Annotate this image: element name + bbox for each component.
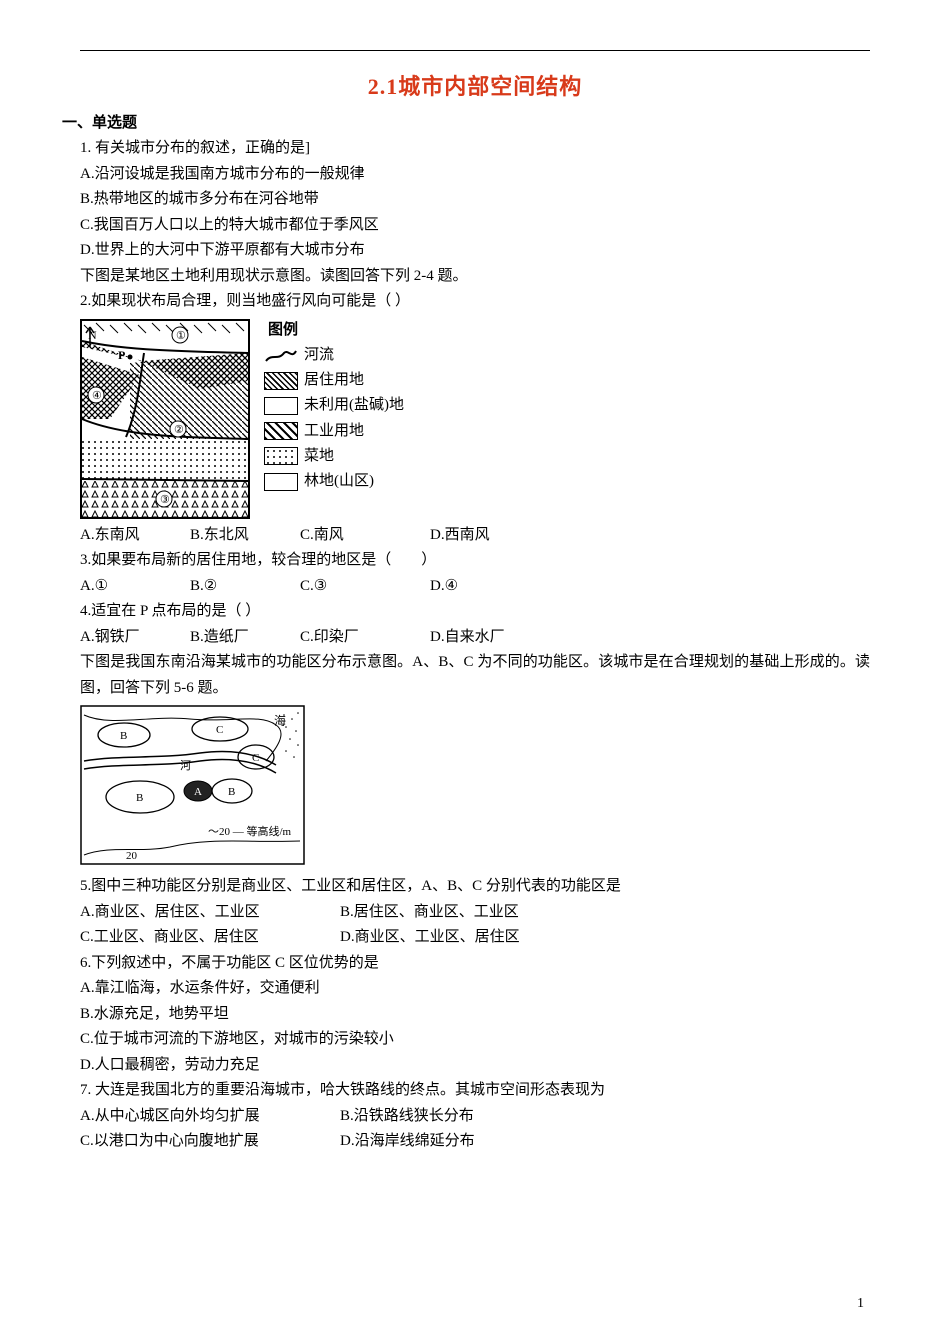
q4-option-d: D.自来水厂	[430, 625, 540, 651]
q2-option-c: C.南风	[300, 523, 430, 549]
vegetable-swatch	[264, 447, 298, 465]
q5-option-a: A.商业区、居住区、工业区	[80, 900, 340, 926]
svg-text:B: B	[136, 792, 143, 804]
intro-q2-4: 下图是某地区土地利用现状示意图。读图回答下列 2-4 题。	[80, 264, 870, 290]
figure-1-map: N ① ② ③ ④ P	[80, 319, 250, 519]
q1-option-a: A.沿河设城是我国南方城市分布的一般规律	[80, 162, 870, 188]
q2-option-d: D.西南风	[430, 523, 540, 549]
q7-options-row1: A.从中心城区向外均匀扩展 B.沿铁路线狭长分布	[80, 1104, 870, 1130]
legend-label-residential: 居住用地	[304, 369, 364, 392]
svg-text:海: 海	[274, 713, 286, 728]
q3-option-a: A.①	[80, 574, 190, 600]
top-rule	[80, 50, 870, 51]
legend-label-river: 河流	[304, 344, 334, 367]
q7-option-a: A.从中心城区向外均匀扩展	[80, 1104, 340, 1130]
svg-text:河: 河	[180, 759, 191, 772]
q3-option-c: C.③	[300, 574, 430, 600]
unused-swatch	[264, 397, 298, 415]
q4-option-c: C.印染厂	[300, 625, 430, 651]
q3-options: A.① B.② C.③ D.④	[80, 574, 870, 600]
legend-label-vegetable: 菜地	[304, 445, 334, 468]
svg-text:P: P	[118, 348, 125, 362]
svg-text:C: C	[252, 752, 259, 764]
document-title: 2.1城市内部空间结构	[80, 69, 870, 101]
forest-swatch	[264, 473, 298, 491]
q6-option-c: C.位于城市河流的下游地区，对城市的污染较小	[80, 1027, 870, 1053]
q7-options-row2: C.以港口为中心向腹地扩展 D.沿海岸线绵延分布	[80, 1129, 870, 1155]
q7-option-d: D.沿海岸线绵延分布	[340, 1129, 600, 1155]
q6-option-a: A.靠江临海，水运条件好，交通便利	[80, 976, 870, 1002]
q5-option-c: C.工业区、商业区、居住区	[80, 925, 340, 951]
q2-option-a: A.东南风	[80, 523, 190, 549]
q2-option-b: B.东北风	[190, 523, 300, 549]
figure-2: 海 河 B C C B A B ～20 — 等高线/m 20	[80, 705, 870, 870]
q5-options-row2: C.工业区、商业区、居住区 D.商业区、工业区、居住区	[80, 925, 870, 951]
q7-option-b: B.沿铁路线狭长分布	[340, 1104, 600, 1130]
river-icon	[264, 345, 298, 365]
figure-1-legend: 图例 河流 居住用地 未利用(盐碱)地 工业用地 菜地	[264, 319, 404, 496]
svg-text:③: ③	[160, 494, 170, 506]
q7-option-c: C.以港口为中心向腹地扩展	[80, 1129, 340, 1155]
q1-option-c: C.我国百万人口以上的特大城市都位于季风区	[80, 213, 870, 239]
legend-row-industrial: 工业用地	[264, 420, 404, 443]
legend-label-forest: 林地(山区)	[304, 470, 374, 493]
q4-option-a: A.钢铁厂	[80, 625, 190, 651]
q3-option-b: B.②	[190, 574, 300, 600]
q3-option-d: D.④	[430, 574, 540, 600]
legend-title: 图例	[268, 319, 404, 342]
q1-stem: 1. 有关城市分布的叙述，正确的是]	[80, 136, 870, 162]
q2-options: A.东南风 B.东北风 C.南风 D.西南风	[80, 523, 870, 549]
svg-text:④: ④	[92, 390, 102, 402]
svg-text:②: ②	[174, 424, 184, 436]
svg-text:B: B	[120, 730, 127, 742]
legend-row-river: 河流	[264, 344, 404, 367]
legend-row-vegetable: 菜地	[264, 445, 404, 468]
legend-row-unused: 未利用(盐碱)地	[264, 394, 404, 417]
intro-q5-6: 下图是我国东南沿海某城市的功能区分布示意图。A、B、C 为不同的功能区。该城市是…	[80, 650, 870, 701]
q1-option-b: B.热带地区的城市多分布在河谷地带	[80, 187, 870, 213]
page-number: 1	[857, 1296, 864, 1312]
legend-label-unused: 未利用(盐碱)地	[304, 394, 404, 417]
q4-option-b: B.造纸厂	[190, 625, 300, 651]
q5-option-b: B.居住区、商业区、工业区	[340, 900, 600, 926]
residential-swatch	[264, 372, 298, 390]
q6-option-b: B.水源充足，地势平坦	[80, 1002, 870, 1028]
svg-text:A: A	[194, 786, 202, 798]
figure-2-map: 海 河 B C C B A B ～20 — 等高线/m 20	[80, 705, 305, 865]
q7-stem: 7. 大连是我国北方的重要沿海城市，哈大铁路线的终点。其城市空间形态表现为	[80, 1078, 870, 1104]
q2-stem: 2.如果现状布局合理，则当地盛行风向可能是（ ）	[80, 289, 870, 315]
section-heading: 一、单选题	[62, 111, 870, 132]
legend-row-forest: 林地(山区)	[264, 470, 404, 493]
legend-row-residential: 居住用地	[264, 369, 404, 392]
fig2-20-label: 20	[126, 850, 138, 862]
q5-options-row1: A.商业区、居住区、工业区 B.居住区、商业区、工业区	[80, 900, 870, 926]
q6-option-d: D.人口最稠密，劳动力充足	[80, 1053, 870, 1079]
q1-option-d: D.世界上的大河中下游平原都有大城市分布	[80, 238, 870, 264]
svg-text:B: B	[228, 786, 235, 798]
fig2-contour-label: ～20 — 等高线/m	[208, 824, 292, 838]
page: 2.1城市内部空间结构 一、单选题 1. 有关城市分布的叙述，正确的是] A.沿…	[0, 0, 950, 1344]
figure-1: N ① ② ③ ④ P 图例 河流 居住用地	[80, 319, 870, 519]
svg-text:①: ①	[176, 330, 186, 342]
q4-options: A.钢铁厂 B.造纸厂 C.印染厂 D.自来水厂	[80, 625, 870, 651]
svg-text:C: C	[216, 724, 223, 736]
q5-stem: 5.图中三种功能区分别是商业区、工业区和居住区，A、B、C 分别代表的功能区是	[80, 874, 870, 900]
legend-label-industrial: 工业用地	[304, 420, 364, 443]
industrial-swatch	[264, 422, 298, 440]
q5-option-d: D.商业区、工业区、居住区	[340, 925, 600, 951]
q6-stem: 6.下列叙述中，不属于功能区 C 区位优势的是	[80, 951, 870, 977]
q3-stem: 3.如果要布局新的居住用地，较合理的地区是（ ）	[80, 548, 870, 574]
q4-stem: 4.适宜在 P 点布局的是（ ）	[80, 599, 870, 625]
